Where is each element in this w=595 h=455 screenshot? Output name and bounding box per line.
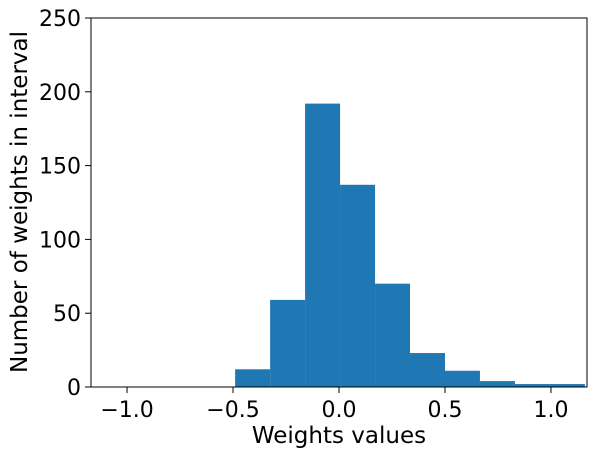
y-tick-label: 0 bbox=[67, 376, 81, 401]
histogram-bar bbox=[549, 384, 585, 387]
x-tick-label: −0.5 bbox=[206, 398, 259, 423]
x-axis-label: Weights values bbox=[252, 423, 426, 449]
y-tick-label: 200 bbox=[39, 81, 81, 106]
x-tick-label: −1.0 bbox=[100, 398, 153, 423]
histogram-bar bbox=[270, 299, 306, 387]
histogram-bar bbox=[479, 381, 515, 387]
histogram-bar bbox=[514, 384, 550, 387]
y-axis-label: Number of weights in interval bbox=[7, 31, 33, 373]
histogram-bar bbox=[235, 369, 271, 387]
histogram-bar bbox=[375, 283, 411, 387]
y-tick-label: 250 bbox=[39, 7, 81, 32]
histogram-bar bbox=[410, 353, 445, 387]
histogram-bar bbox=[444, 370, 480, 387]
bars-group bbox=[235, 103, 585, 387]
y-tick-label: 100 bbox=[39, 228, 81, 253]
histogram-bar bbox=[305, 103, 341, 387]
x-tick-label: 0.5 bbox=[427, 398, 462, 423]
histogram-bar bbox=[340, 184, 376, 387]
x-ticks-group: −1.0 −0.5 0.0 0.5 1.0 bbox=[100, 387, 568, 423]
y-tick-label: 150 bbox=[39, 155, 81, 180]
x-tick-label: 0.0 bbox=[322, 398, 357, 423]
x-tick-label: 1.0 bbox=[533, 398, 568, 423]
y-ticks-group: 0 50 100 150 200 250 bbox=[39, 7, 91, 401]
y-tick-label: 50 bbox=[53, 302, 81, 327]
